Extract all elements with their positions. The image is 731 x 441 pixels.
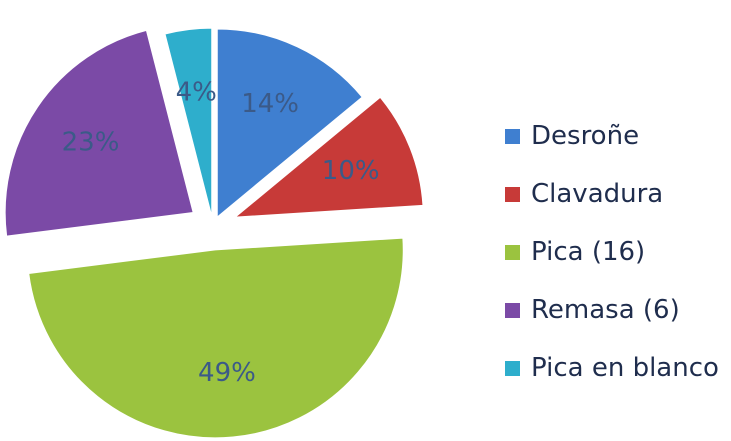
legend-label: Pica en blanco xyxy=(531,353,719,383)
pie-slice-remasa-6 xyxy=(4,29,194,237)
pie-slice-pica-en-blanco xyxy=(164,27,213,217)
slice-data-label: 4% xyxy=(176,77,217,107)
slice-data-label: 23% xyxy=(62,127,120,157)
legend-swatch xyxy=(505,302,520,318)
slice-data-label: 49% xyxy=(198,358,256,388)
legend-label: Desroñe xyxy=(531,121,640,151)
pie-slice-desroñe xyxy=(216,28,363,219)
legend-swatch xyxy=(505,244,520,260)
legend-item: Pica (16) xyxy=(505,223,719,281)
legend-label: Pica (16) xyxy=(531,237,646,267)
legend-swatch xyxy=(505,128,520,144)
legend-item: Desroñe xyxy=(505,107,719,165)
legend-item: Pica en blanco xyxy=(505,339,719,397)
pie-slice-pica-16 xyxy=(28,237,404,439)
legend-swatch xyxy=(505,186,520,202)
chart-legend: Desroñe Clavadura Pica (16) Remasa (6) Pica … xyxy=(505,107,719,397)
legend-label: Clavadura xyxy=(531,179,664,209)
legend-label: Remasa (6) xyxy=(531,295,680,325)
legend-item: Remasa (6) xyxy=(505,281,719,339)
legend-item: Clavadura xyxy=(505,165,719,223)
pie-labels: 14% 10% 49% 23% 4% xyxy=(62,77,380,387)
legend-swatch xyxy=(505,360,520,376)
pie-slices xyxy=(4,27,424,439)
slice-data-label: 10% xyxy=(322,156,380,186)
slice-data-label: 14% xyxy=(241,89,299,119)
pie-slice-clavadura xyxy=(233,96,424,218)
